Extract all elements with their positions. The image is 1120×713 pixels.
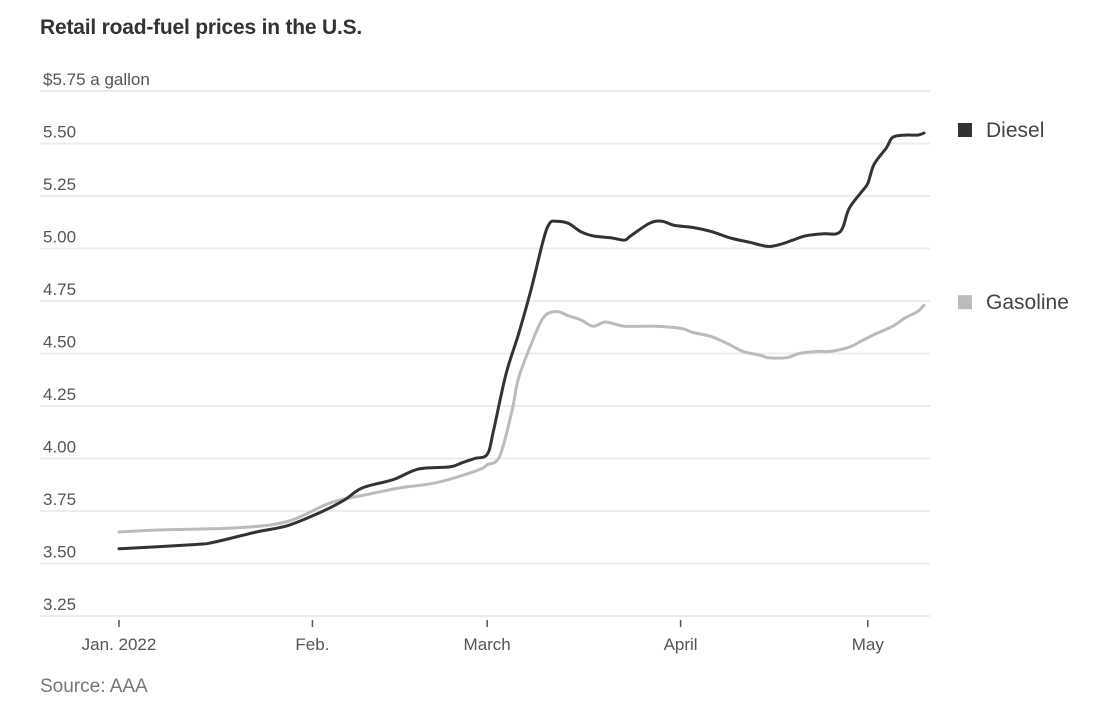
y-tick-label: 3.75 (43, 490, 76, 509)
y-tick-label: 3.50 (43, 543, 76, 562)
x-tick-label: March (464, 635, 511, 654)
legend-label-diesel: Diesel (986, 119, 1044, 142)
x-tick-label: April (664, 635, 698, 654)
legend-label-gasoline: Gasoline (986, 291, 1069, 314)
y-tick-label: 4.25 (43, 385, 76, 404)
y-tick-label: 4.50 (43, 333, 76, 352)
legend-swatch-gasoline (958, 295, 972, 310)
x-tick-label: May (852, 635, 885, 654)
y-tick-label: 5.50 (43, 123, 76, 142)
legend-swatch-diesel (958, 123, 972, 137)
y-tick-label: 3.25 (43, 595, 76, 614)
x-tick-label: Feb. (295, 635, 329, 654)
y-axis: $5.75 a gallon 5.50 5.25 5.00 4.75 4.50 4.25 4.… (43, 70, 150, 614)
source-note: Source: AAA (40, 676, 148, 697)
legend: Diesel Gasoline (958, 119, 1069, 314)
x-axis: Jan. 2022 Feb. March April May (82, 620, 885, 654)
chart-title: Retail road-fuel prices in the U.S. (40, 16, 363, 39)
series-line-diesel (117, 131, 926, 551)
y-tick-label: 5.00 (43, 228, 76, 247)
y-tick-label: 5.25 (43, 175, 76, 194)
series-lines (117, 131, 926, 551)
y-tick-label: 4.75 (43, 280, 76, 299)
x-tick-label: Jan. 2022 (82, 635, 157, 654)
series-line-gasoline (117, 303, 926, 534)
y-tick-label: 4.00 (43, 438, 76, 457)
y-tick-label: $5.75 a gallon (43, 70, 150, 89)
gridlines (40, 90, 930, 617)
